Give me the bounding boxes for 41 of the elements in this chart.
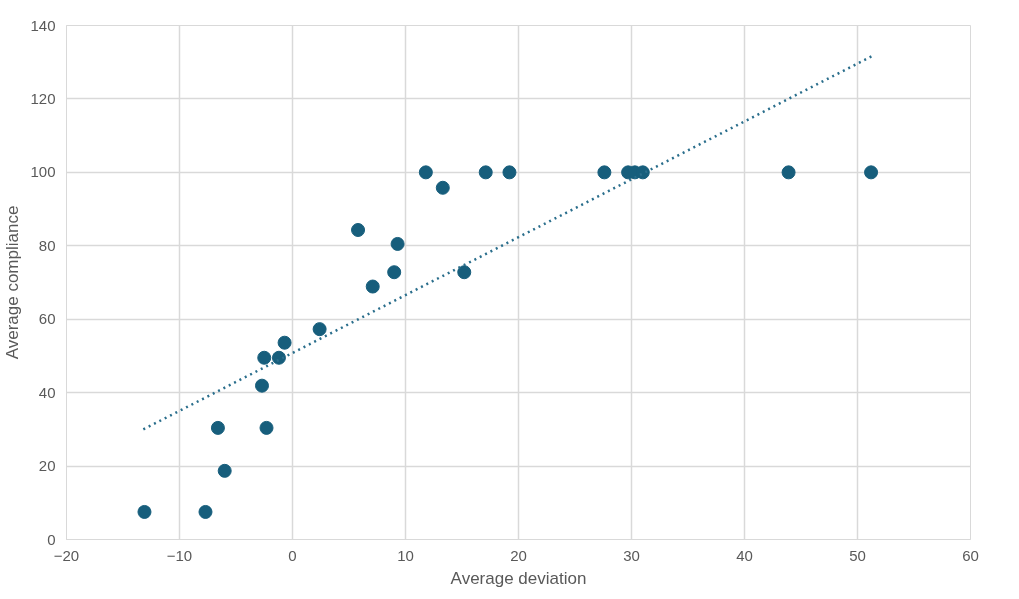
y-tick-label: 100: [30, 163, 56, 181]
point: [597, 165, 612, 180]
y-tick-label: 40: [38, 383, 56, 401]
point: [457, 265, 472, 280]
x-tick-label: 10: [397, 546, 414, 564]
point: [365, 279, 380, 294]
x-tick-label: 40: [736, 546, 753, 564]
point: [418, 165, 433, 180]
x-tick-label: 0: [288, 546, 297, 564]
point: [864, 165, 879, 180]
point: [257, 350, 272, 365]
x-tick-label: 60: [962, 546, 979, 564]
y-tick-label: 120: [30, 89, 56, 107]
x-tick-label: 50: [849, 546, 866, 564]
point: [210, 420, 225, 435]
y-axis-title: Average compliance: [3, 205, 23, 360]
point: [217, 463, 232, 478]
point: [312, 322, 327, 337]
point: [254, 378, 269, 393]
x-tick-label: −10: [166, 546, 193, 564]
x-tick-label: −20: [53, 546, 80, 564]
point: [390, 236, 405, 251]
point: [271, 350, 286, 365]
point: [387, 265, 402, 280]
x-tick-label: 30: [623, 546, 640, 564]
x-tick-label: 20: [510, 546, 527, 564]
point: [435, 180, 450, 195]
y-tick-label: 0: [47, 530, 56, 548]
point: [137, 504, 152, 519]
point: [502, 165, 517, 180]
y-tick-label: 60: [38, 310, 56, 328]
y-tick-label: 140: [30, 16, 56, 34]
point: [259, 420, 274, 435]
point: [198, 504, 213, 519]
x-axis-title: Average deviation: [450, 568, 587, 588]
point: [351, 223, 366, 237]
y-tick-label: 20: [38, 457, 56, 475]
point: [781, 165, 796, 180]
point: [478, 165, 493, 180]
point: [277, 335, 292, 350]
y-tick-label: 80: [38, 236, 56, 254]
